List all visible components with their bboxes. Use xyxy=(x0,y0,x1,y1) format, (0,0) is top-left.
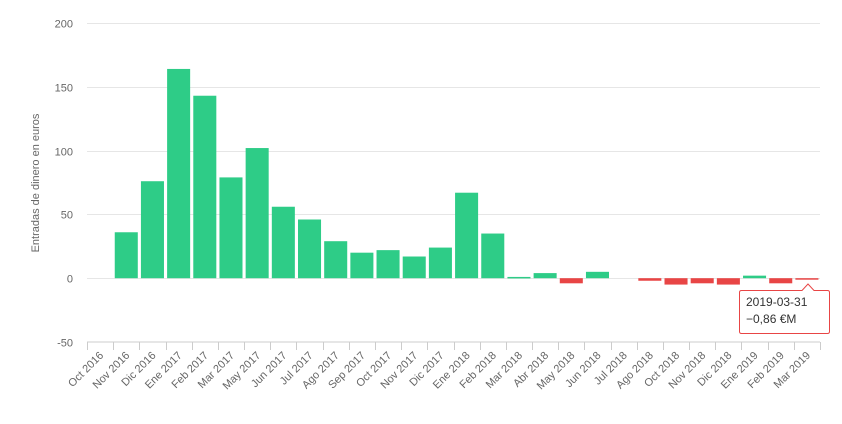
bar[interactable] xyxy=(298,219,322,279)
bars[interactable] xyxy=(114,68,819,285)
y-tick-label: 100 xyxy=(55,147,73,159)
tooltip: 2019-03-31 −0,86 €M xyxy=(739,283,830,334)
bar[interactable] xyxy=(664,278,688,285)
bar[interactable] xyxy=(795,278,819,280)
tooltip-date: 2019-03-31 xyxy=(746,295,808,309)
bar[interactable] xyxy=(140,181,164,279)
y-tick-label: 200 xyxy=(55,19,73,31)
bar[interactable] xyxy=(507,276,531,279)
y-tick-label: -50 xyxy=(57,338,73,350)
tooltip-box xyxy=(739,283,830,334)
bar[interactable] xyxy=(193,95,217,279)
y-axis-title: Entradas de dinero en euros xyxy=(30,113,42,252)
bar[interactable] xyxy=(324,241,348,279)
bar[interactable] xyxy=(402,256,426,279)
bar[interactable] xyxy=(716,278,740,285)
bar[interactable] xyxy=(271,206,295,279)
tooltip-value: −0,86 €M xyxy=(746,312,796,326)
bar[interactable] xyxy=(114,232,138,279)
bar[interactable] xyxy=(638,278,662,281)
bar[interactable] xyxy=(219,177,243,279)
bar[interactable] xyxy=(533,273,557,279)
bar[interactable] xyxy=(743,275,767,279)
bar[interactable] xyxy=(376,250,400,279)
bar[interactable] xyxy=(690,278,714,284)
bar[interactable] xyxy=(559,278,583,284)
bar[interactable] xyxy=(350,252,374,279)
y-axis-ticks: -50 0 50 100 150 200 xyxy=(55,19,73,350)
bar[interactable] xyxy=(428,247,452,279)
bar[interactable] xyxy=(481,233,505,279)
y-tick-label: 50 xyxy=(61,210,73,222)
bar[interactable] xyxy=(167,68,191,279)
bar[interactable] xyxy=(769,278,793,284)
y-tick-label: 0 xyxy=(67,274,73,286)
bar[interactable] xyxy=(245,148,269,279)
y-tick-label: 150 xyxy=(55,83,73,95)
bar[interactable] xyxy=(455,192,479,279)
bar[interactable] xyxy=(585,271,609,279)
